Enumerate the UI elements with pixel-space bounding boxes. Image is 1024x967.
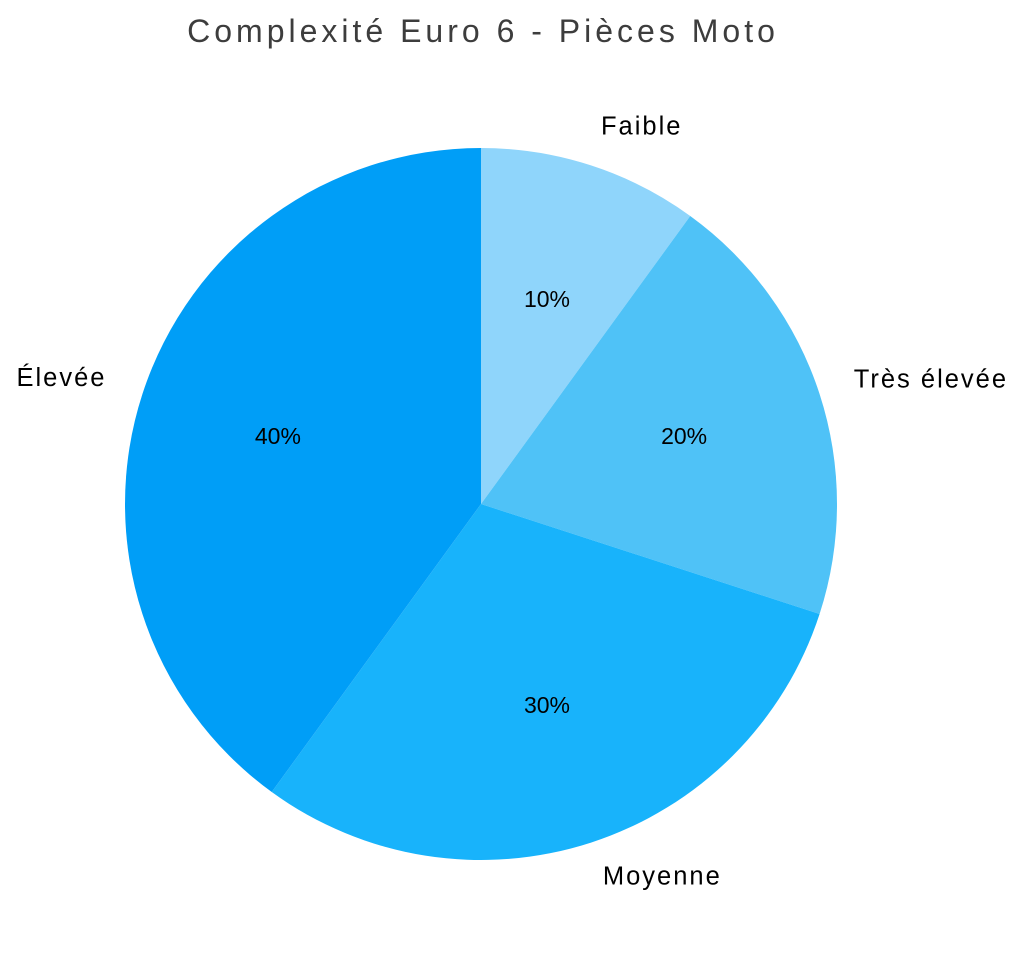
svg-text:30%: 30% (524, 692, 570, 718)
svg-text:10%: 10% (524, 286, 570, 312)
svg-text:Moyenne: Moyenne (603, 863, 722, 891)
svg-text:Très élevée: Très élevée (854, 365, 1008, 393)
svg-text:40%: 40% (255, 423, 301, 449)
svg-text:20%: 20% (661, 423, 707, 449)
svg-text:Faible: Faible (601, 112, 682, 140)
svg-text:Élevée: Élevée (17, 363, 107, 392)
